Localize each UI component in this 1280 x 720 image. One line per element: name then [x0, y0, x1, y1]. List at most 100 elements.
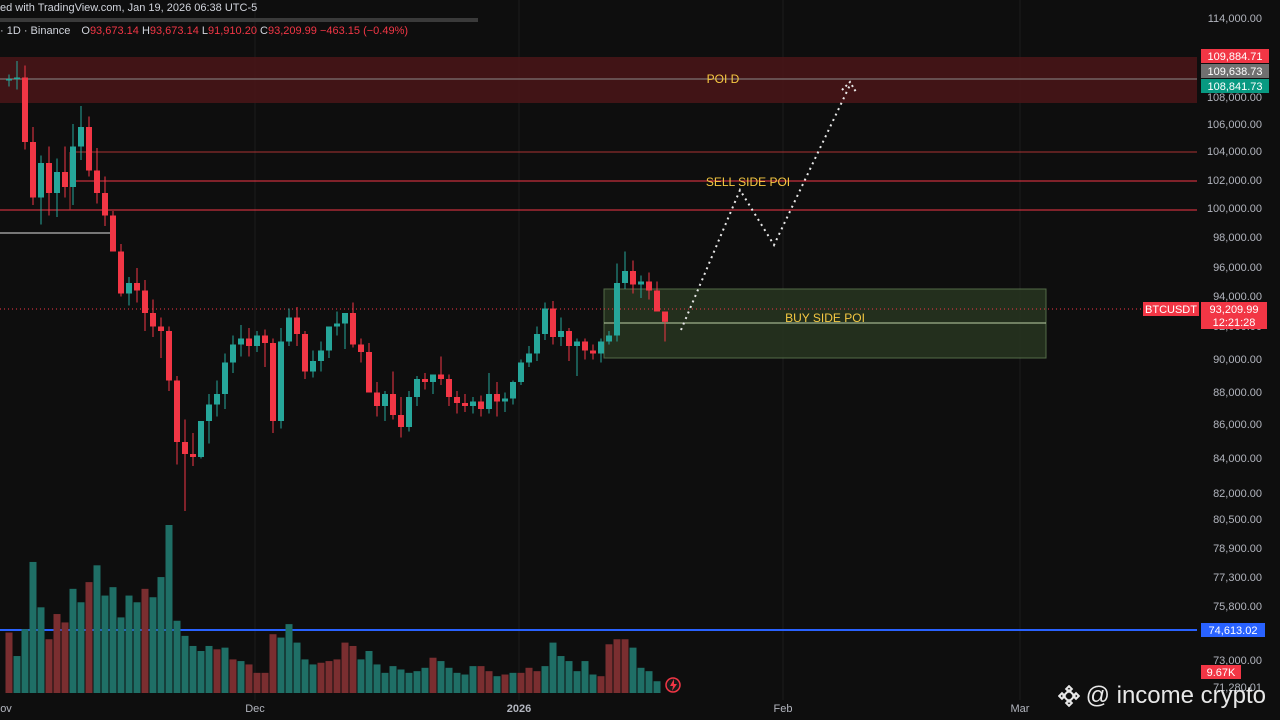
projection-arrowhead [841, 80, 857, 93]
volume-bar [165, 525, 173, 693]
volume-bar [245, 664, 253, 693]
volume-bar [621, 639, 629, 693]
y-axis-tick-label: 73,000.00 [1213, 655, 1262, 667]
y-axis-tick-label: 114,000.00 [1208, 13, 1262, 25]
candle-body [270, 343, 276, 421]
y-axis-tick-label: 71,280.01 [1213, 682, 1262, 694]
volume-bar [389, 666, 397, 693]
candle-body [558, 331, 564, 337]
volume-bar [333, 659, 341, 693]
volume-bar [573, 671, 581, 693]
candle-body [118, 251, 124, 294]
volume-bar [197, 651, 205, 693]
candle-body [462, 403, 468, 406]
candle-body [606, 335, 612, 342]
candle-body [430, 374, 436, 382]
y-axis-tick-label: 80,500.00 [1213, 514, 1262, 526]
symbol-interval-exchange[interactable]: · 1D · Binance [0, 25, 71, 37]
volume-bar [253, 672, 261, 693]
watermark: @ income crypto [1057, 682, 1266, 710]
volume-bar [205, 645, 213, 693]
volume-bar [117, 617, 125, 693]
open-value: 93,673.14 [89, 25, 139, 37]
y-axis-tick-label: 75,800.00 [1213, 601, 1262, 613]
candle-body [334, 323, 340, 327]
volume-bar [421, 667, 429, 693]
candle-body [310, 361, 316, 372]
candle-body [54, 172, 60, 193]
candle-body [126, 283, 132, 294]
volume-bar [445, 667, 453, 693]
candle-body [86, 127, 92, 171]
volume-bar [125, 595, 133, 693]
volume-bar [413, 671, 421, 693]
candle-body [422, 379, 428, 382]
volume-bar [541, 666, 549, 693]
volume-bar [533, 671, 541, 693]
volume-bar [213, 649, 221, 693]
volume-bar [629, 647, 637, 693]
candle-body [214, 394, 220, 405]
candle-body [502, 398, 508, 402]
alert-lightning-icon[interactable] [665, 677, 681, 693]
volume-bar [221, 647, 229, 693]
y-axis-tick-label: 82,000.00 [1213, 488, 1262, 500]
candle-body [598, 341, 604, 354]
volume-bar [77, 602, 85, 693]
y-axis-tick-label: 78,900.00 [1213, 543, 1262, 555]
candle-body [230, 344, 236, 363]
candle-body [182, 442, 188, 454]
volume-bar [637, 667, 645, 693]
candle-body [238, 338, 244, 345]
candle-body [262, 335, 268, 343]
low-label: L [201, 25, 209, 37]
candle-body [6, 79, 12, 81]
close-value: 93,209.99 [267, 25, 317, 37]
candle-body [662, 311, 668, 322]
candle-body [534, 334, 540, 354]
volume-bar [141, 588, 149, 693]
y-axis-tick-label: 77,300.00 [1213, 572, 1262, 584]
volume-bar [133, 602, 141, 693]
volume-bar [461, 674, 469, 693]
volume-bar [5, 632, 13, 693]
binance-diamond-icon [1057, 684, 1080, 708]
candle-body [254, 335, 260, 346]
volume-bar [21, 629, 29, 693]
candle-body [550, 308, 556, 337]
volume-bar [549, 642, 557, 693]
volume-bar [381, 672, 389, 693]
buy-side-poi-label: BUY SIDE POI [785, 311, 865, 325]
candle-body [366, 352, 372, 393]
volume-bar [365, 651, 373, 693]
candle-body [646, 281, 652, 291]
volume-bar [325, 661, 333, 693]
candle-body [46, 163, 52, 193]
volume-bar [653, 681, 661, 693]
volume-bar [157, 577, 165, 693]
volume-bar [589, 674, 597, 693]
x-axis-tick-label: Mar [1011, 703, 1030, 715]
volume-bar [341, 642, 349, 693]
volume-bar [173, 620, 181, 693]
volume-bar [293, 642, 301, 693]
volume-bar [581, 661, 589, 693]
candle-body [222, 362, 228, 394]
candle-body [174, 380, 180, 442]
candle-body [582, 341, 588, 351]
volume-bar [373, 664, 381, 693]
volume-bar [229, 659, 237, 693]
volume-bar [309, 664, 317, 693]
current-price-tag-bg [1201, 302, 1267, 316]
candle-body [62, 172, 68, 187]
volume-value-tag: 9.67K [1207, 667, 1236, 679]
volume-bar [277, 637, 285, 693]
y-axis-tick-label: 102,000.00 [1207, 175, 1262, 187]
candle-body [630, 271, 636, 285]
volume-bar [597, 676, 605, 693]
volume-bar [301, 659, 309, 693]
volume-bar [37, 607, 45, 693]
volume-bar [485, 671, 493, 693]
candle-body [278, 341, 284, 421]
